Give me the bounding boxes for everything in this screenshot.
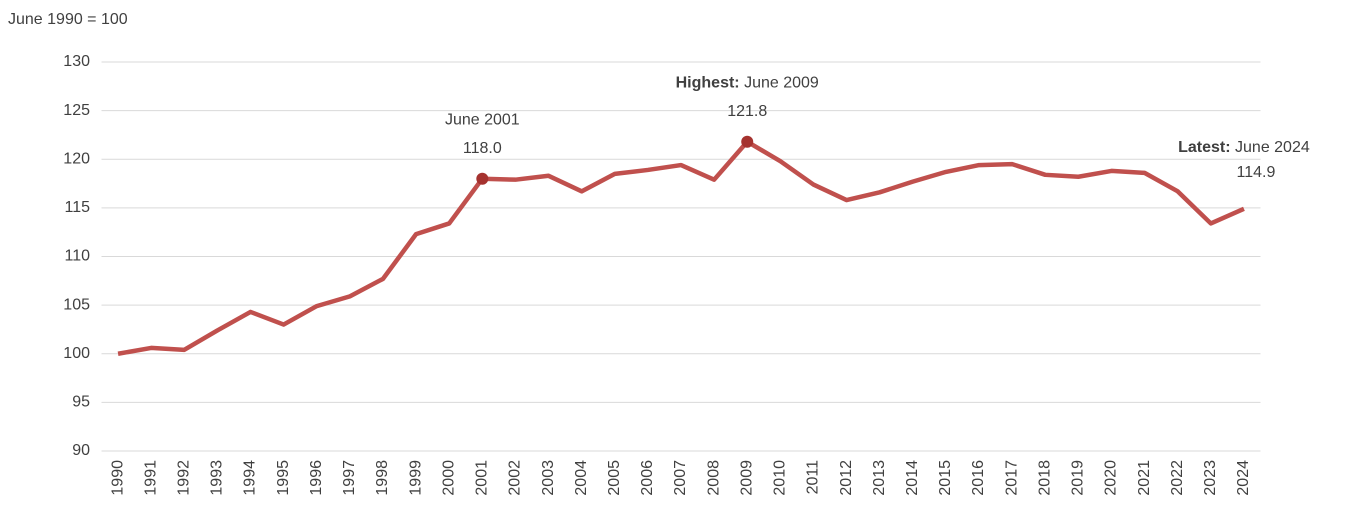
annotation-prefix: Latest: — [1178, 139, 1230, 156]
x-tick-label: 2001 — [474, 460, 491, 496]
x-tick-label: 2020 — [1103, 460, 1120, 496]
x-tick-label: 2018 — [1036, 460, 1053, 496]
x-tick-label: 2022 — [1169, 460, 1186, 496]
y-tick-label: 100 — [63, 345, 90, 362]
y-tick-label: 120 — [63, 150, 90, 167]
data-label: 121.8 — [727, 103, 767, 120]
y-tick-label: 110 — [64, 248, 90, 265]
x-tick-label: 2016 — [970, 460, 987, 496]
x-tick-label: 1990 — [109, 460, 126, 496]
annotation-prefix: Highest: — [676, 75, 740, 92]
x-tick-label: 2017 — [1003, 460, 1020, 496]
x-tick-label: 2005 — [606, 460, 623, 496]
x-tick-label: 2007 — [672, 460, 689, 496]
annotation-text: June 2024 — [1235, 139, 1310, 156]
annotation-text: June 2009 — [744, 75, 819, 92]
x-tick-label: 2008 — [705, 460, 722, 496]
x-tick-label: 1997 — [341, 460, 358, 496]
y-tick-label: 115 — [64, 199, 90, 216]
y-axis-label: June 1990 = 100 — [8, 11, 128, 28]
x-tick-label: 2003 — [540, 460, 557, 496]
x-tick-label: 1994 — [242, 460, 259, 496]
y-tick-label: 130 — [63, 53, 90, 70]
x-tick-label: 2023 — [1202, 460, 1219, 496]
data-label: 118.0 — [463, 140, 502, 157]
annotation: June 2001 — [445, 112, 520, 129]
x-tick-label: 2010 — [772, 460, 789, 496]
x-tick-label: 2002 — [507, 460, 524, 496]
data-line — [117, 139, 1245, 356]
annotation: Latest: June 2024 — [1178, 139, 1310, 156]
x-tick-label: 2009 — [738, 460, 755, 496]
y-tick-label: 125 — [63, 102, 90, 119]
x-tick-label: 1992 — [176, 460, 193, 496]
y-tick-label: 105 — [63, 296, 90, 313]
x-tick-label: 1998 — [374, 460, 391, 496]
x-tick-label: 1991 — [142, 460, 159, 496]
x-tick-label: 2004 — [573, 460, 590, 496]
x-tick-label: 1993 — [209, 460, 226, 496]
x-tick-label: 2014 — [904, 460, 921, 496]
y-tick-label: 95 — [72, 394, 90, 411]
x-tick-label: 2012 — [838, 460, 855, 496]
x-tick-label: 1999 — [407, 460, 424, 496]
x-tick-label: 2021 — [1136, 460, 1153, 496]
annotation-text: June 2001 — [445, 112, 520, 129]
x-tick-label: 2015 — [937, 460, 954, 496]
x-tick-label: 2013 — [871, 460, 888, 496]
x-tick-label: 2006 — [639, 460, 656, 496]
x-tick-label: 2024 — [1235, 460, 1252, 496]
x-tick-label: 2019 — [1070, 460, 1087, 496]
data-label: 114.9 — [1237, 164, 1276, 181]
highlight-marker — [476, 172, 489, 185]
x-tick-label: 1995 — [275, 460, 292, 496]
x-tick-label: 1996 — [308, 460, 325, 496]
x-tick-label: 2000 — [440, 460, 457, 496]
y-tick-label: 90 — [72, 442, 90, 459]
annotation: Highest: June 2009 — [676, 75, 819, 92]
highlight-marker — [741, 135, 754, 148]
x-tick-label: 2011 — [805, 460, 822, 495]
